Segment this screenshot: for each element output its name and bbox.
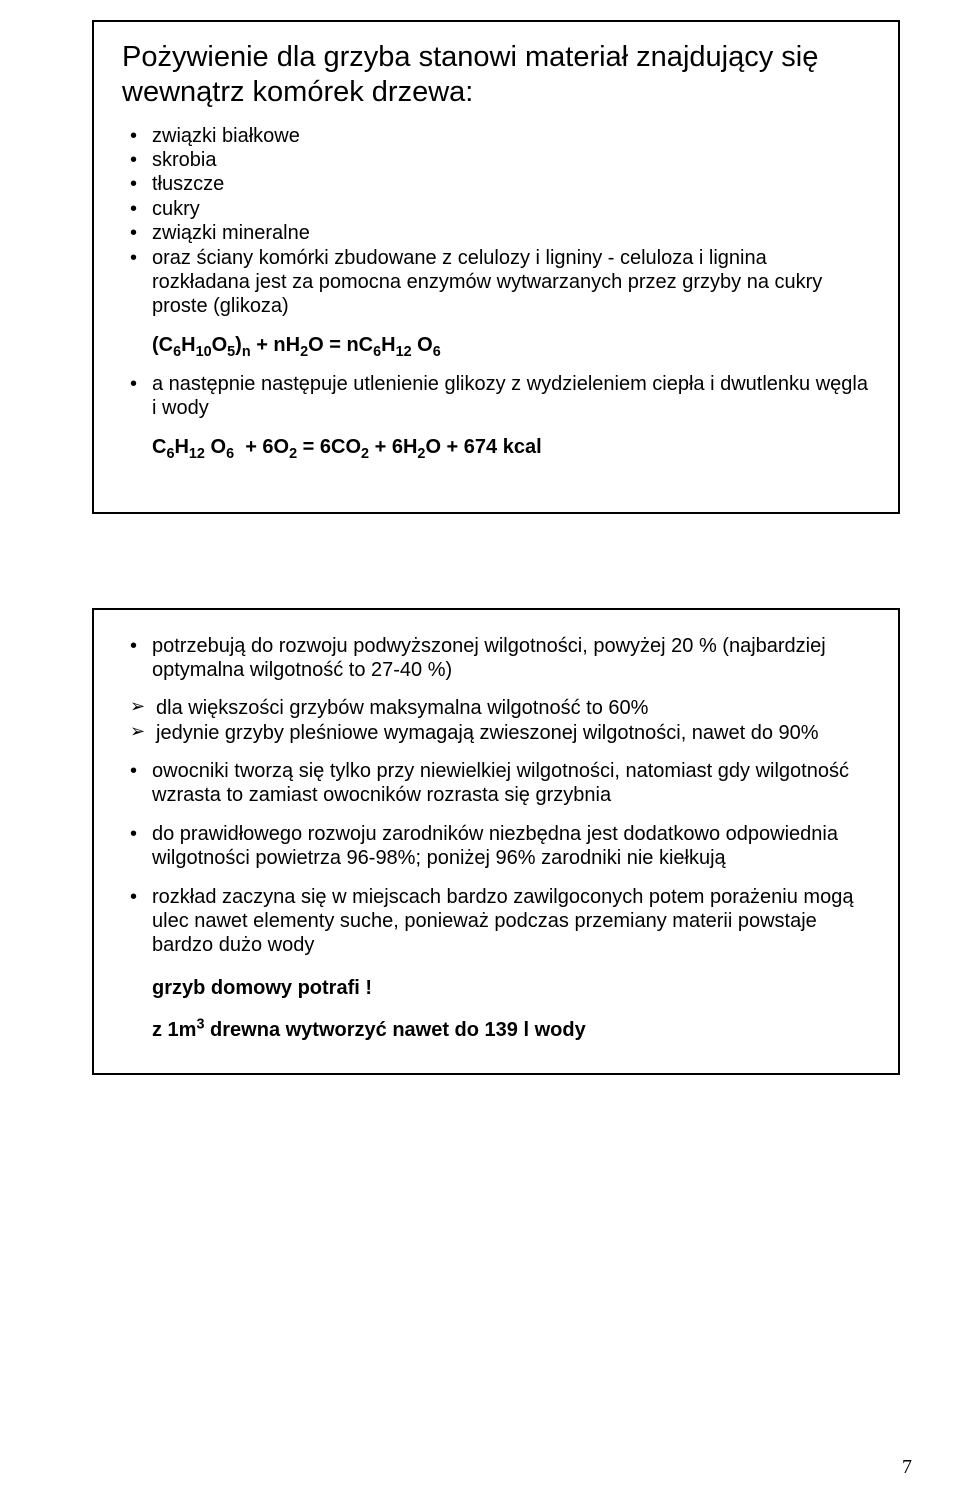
list-item: związki białkowe [130, 124, 870, 148]
box2-list-a: potrzebują do rozwoju podwyższonej wilgo… [122, 634, 870, 683]
list-item: tłuszcze [130, 172, 870, 196]
list-item: jedynie grzyby pleśniowe wymagają zwiesz… [130, 721, 870, 745]
list-item: potrzebują do rozwoju podwyższonej wilgo… [130, 634, 870, 683]
final-line-a: z 1m [152, 1019, 196, 1041]
bold-line: grzyb domowy potrafi ! [152, 976, 870, 1000]
content-box-1: Pożywienie dla grzyba stanowi materiał z… [92, 20, 900, 514]
formula-1: (C6H10O5)n + nH2O = nC6H12 O6 [152, 333, 870, 358]
box2-chev-list: dla większości grzybów maksymalna wilgot… [122, 696, 870, 745]
page-number: 7 [902, 1456, 912, 1479]
list-item: dla większości grzybów maksymalna wilgot… [130, 696, 870, 720]
final-line-b: drewna wytworzyć nawet do 139 l wody [204, 1019, 585, 1041]
list-item: skrobia [130, 148, 870, 172]
list-item: cukry [130, 197, 870, 221]
page: Pożywienie dla grzyba stanowi materiał z… [0, 0, 960, 1501]
list-item: związki mineralne [130, 221, 870, 245]
list-item: a następnie następuje utlenienie glikozy… [130, 372, 870, 421]
box1-list-a: związki białkowe skrobia tłuszcze cukry … [122, 124, 870, 319]
list-item: owocniki tworzą się tylko przy niewielki… [130, 759, 870, 808]
content-box-2: potrzebują do rozwoju podwyższonej wilgo… [92, 608, 900, 1075]
list-item: oraz ściany komórki zbudowane z celulozy… [130, 246, 870, 319]
list-item: rozkład zaczyna się w miejscach bardzo z… [130, 885, 870, 958]
final-line: z 1m3 drewna wytworzyć nawet do 139 l wo… [152, 1018, 870, 1042]
box1-title: Pożywienie dla grzyba stanowi materiał z… [122, 40, 870, 110]
box2-list-b: owocniki tworzą się tylko przy niewielki… [122, 759, 870, 958]
list-item: do prawidłowego rozwoju zarodników niezb… [130, 822, 870, 871]
formula-2: C6H12 O6 + 6O2 = 6CO2 + 6H2O + 674 kcal [152, 435, 870, 460]
box1-list-b: a następnie następuje utlenienie glikozy… [122, 372, 870, 421]
